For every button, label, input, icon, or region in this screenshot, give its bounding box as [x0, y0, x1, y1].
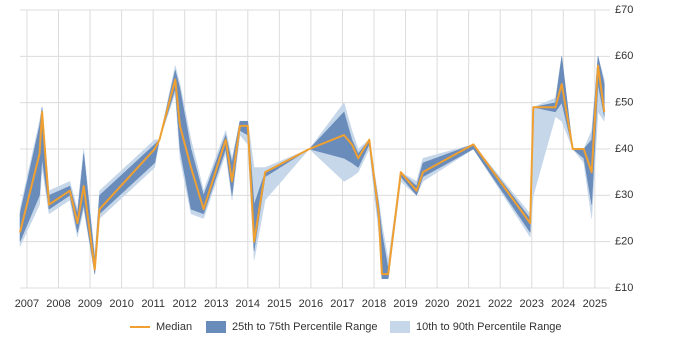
- x-tick-label: 2015: [267, 298, 291, 310]
- x-tick-label: 2009: [78, 298, 102, 310]
- x-tick-label: 2025: [583, 298, 607, 310]
- x-tick-label: 2007: [15, 298, 39, 310]
- percentile-band: [19, 56, 605, 279]
- x-tick-label: 2013: [204, 298, 228, 310]
- x-tick-label: 2016: [299, 298, 323, 310]
- y-tick-label: £40: [615, 143, 633, 155]
- x-tick-label: 2022: [488, 298, 512, 310]
- x-tick-label: 2011: [141, 298, 165, 310]
- y-tick-label: £60: [615, 50, 633, 62]
- legend-label: Median: [156, 321, 192, 333]
- median-line: [19, 64, 606, 276]
- y-tick-label: £50: [615, 97, 633, 109]
- x-tick-label: 2008: [46, 298, 70, 310]
- legend-swatch: [390, 321, 410, 333]
- x-tick-label: 2014: [236, 298, 260, 310]
- x-tick-label: 2010: [109, 298, 133, 310]
- legend-label: 25th to 75th Percentile Range: [232, 321, 378, 333]
- legend-swatch: [206, 321, 226, 333]
- legend-label: 10th to 90th Percentile Range: [416, 321, 562, 333]
- x-tick-label: 2020: [425, 298, 449, 310]
- y-tick-label: £20: [615, 236, 633, 248]
- percentile-band: [19, 56, 605, 279]
- x-tick-label: 2021: [456, 298, 480, 310]
- x-tick-label: 2023: [520, 298, 544, 310]
- x-tick-label: 2019: [393, 298, 417, 310]
- y-tick-label: £70: [615, 4, 633, 16]
- x-tick-label: 2024: [551, 298, 575, 310]
- x-tick-label: 2012: [172, 298, 196, 310]
- x-tick-label: 2017: [330, 298, 354, 310]
- x-tick-label: 2018: [362, 298, 386, 310]
- y-tick-label: £30: [615, 189, 633, 201]
- y-tick-label: £10: [615, 282, 633, 294]
